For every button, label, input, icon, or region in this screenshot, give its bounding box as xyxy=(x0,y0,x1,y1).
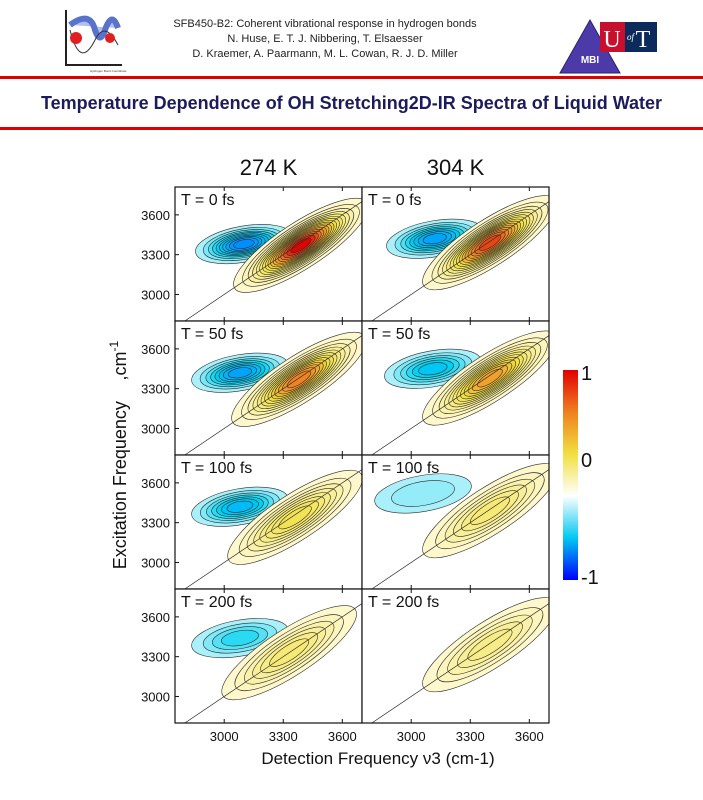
y-label-part: -1 xyxy=(107,340,121,351)
spectrum-panel xyxy=(362,455,549,589)
spectrum-panel xyxy=(175,187,362,321)
column-title: 274 K xyxy=(240,155,298,180)
positive-contour xyxy=(290,237,312,253)
uoft-logo: U of T xyxy=(600,22,657,53)
delay-label: T = 0 fs xyxy=(181,192,235,209)
y-tick-label: 3000 xyxy=(141,421,170,436)
spectrum-panel xyxy=(362,589,549,723)
header-line: D. Kraemer, A. Paarmann, M. L. Cowan, R.… xyxy=(192,48,458,60)
diagonal-line xyxy=(184,201,362,321)
x-tick-label: 3000 xyxy=(210,729,239,744)
y-tick-label: 3600 xyxy=(141,610,170,625)
diagonal-line xyxy=(184,469,362,589)
negative-contour xyxy=(226,500,254,513)
colorbar-tick-label: -1 xyxy=(581,567,599,589)
diagonal-line xyxy=(184,335,362,455)
spectrum-panel xyxy=(175,589,362,723)
y-tick-label: 3300 xyxy=(141,516,170,531)
positive-contour xyxy=(286,370,312,389)
svg-text:Hydrogen Bond Coordinate: Hydrogen Bond Coordinate xyxy=(90,69,127,73)
delay-label: T = 0 fs xyxy=(368,192,422,209)
panel-frame xyxy=(361,588,550,724)
colorbar-tick-label: 1 xyxy=(581,363,592,385)
negative-contour xyxy=(233,239,255,249)
svg-text:T: T xyxy=(636,27,651,53)
x-axis-label: Detection Frequency ν3 (cm-1) xyxy=(261,749,494,768)
x-tick-label: 3600 xyxy=(515,729,544,744)
svg-text:of: of xyxy=(627,32,636,42)
diagonal-line xyxy=(371,603,549,723)
column-title: 304 K xyxy=(427,155,485,180)
y-tick-label: 3600 xyxy=(141,208,170,223)
colorbar-tick-label: 0 xyxy=(581,450,592,472)
y-tick-label: 3600 xyxy=(141,476,170,491)
y-tick-label: 3300 xyxy=(141,382,170,397)
x-tick-label: 3000 xyxy=(397,729,426,744)
diagonal-line xyxy=(371,201,549,321)
positive-contour xyxy=(477,368,503,388)
delay-label: T = 200 fs xyxy=(368,594,439,611)
spectrum-panel xyxy=(362,321,549,455)
y-tick-label: 3300 xyxy=(141,650,170,665)
delay-label: T = 50 fs xyxy=(368,326,430,343)
positive-contour xyxy=(467,628,513,661)
colorbar xyxy=(563,370,578,580)
spectrum-panel xyxy=(362,187,549,321)
page-title: Temperature Dependence of OH Stretching2… xyxy=(40,93,663,113)
y-tick-label: 3000 xyxy=(141,689,170,704)
y-tick-label: 3000 xyxy=(141,555,170,570)
diagonal-line xyxy=(371,335,549,455)
delay-label: T = 50 fs xyxy=(181,326,243,343)
positive-contour xyxy=(478,234,502,251)
positive-contour xyxy=(278,505,312,530)
y-tick-label: 3000 xyxy=(141,287,170,302)
y-label-part: Excitation Frequency xyxy=(110,401,130,569)
svg-text:MBI: MBI xyxy=(581,55,600,66)
positive-contour xyxy=(470,496,510,525)
spectrum-panel xyxy=(175,321,362,455)
x-tick-label: 3300 xyxy=(456,729,485,744)
y-axis-label: Excitation Frequency ,cm-1 xyxy=(107,340,130,569)
x-tick-label: 3300 xyxy=(269,729,298,744)
delay-label: T = 100 fs xyxy=(181,460,252,477)
negative-contour xyxy=(227,367,253,379)
y-tick-label: 3300 xyxy=(141,248,170,263)
header-line: SFB450-B2: Coherent vibrational response… xyxy=(173,18,477,30)
negative-contour xyxy=(221,629,259,647)
y-tick-label: 3600 xyxy=(141,342,170,357)
spectrum-panel xyxy=(175,455,362,589)
diagonal-line xyxy=(184,603,362,723)
negative-contour xyxy=(418,362,448,376)
y-label-part: ,cm xyxy=(110,351,130,380)
svg-text:U: U xyxy=(603,27,620,53)
delay-label: T = 200 fs xyxy=(181,594,252,611)
header-credits: SFB450-B2: Coherent vibrational response… xyxy=(160,17,490,62)
x-tick-label: 3600 xyxy=(328,729,357,744)
negative-contour xyxy=(422,233,447,245)
divider xyxy=(0,76,703,79)
hydrogen-bond-potential-logo: Hydrogen Bond Coordinate xyxy=(65,10,127,73)
negative-contour xyxy=(391,480,455,507)
divider xyxy=(0,127,703,130)
header-line: N. Huse, E. T. J. Nibbering, T. Elsaesse… xyxy=(227,33,423,45)
delay-label: T = 100 fs xyxy=(368,460,439,477)
diagonal-line xyxy=(371,469,549,589)
